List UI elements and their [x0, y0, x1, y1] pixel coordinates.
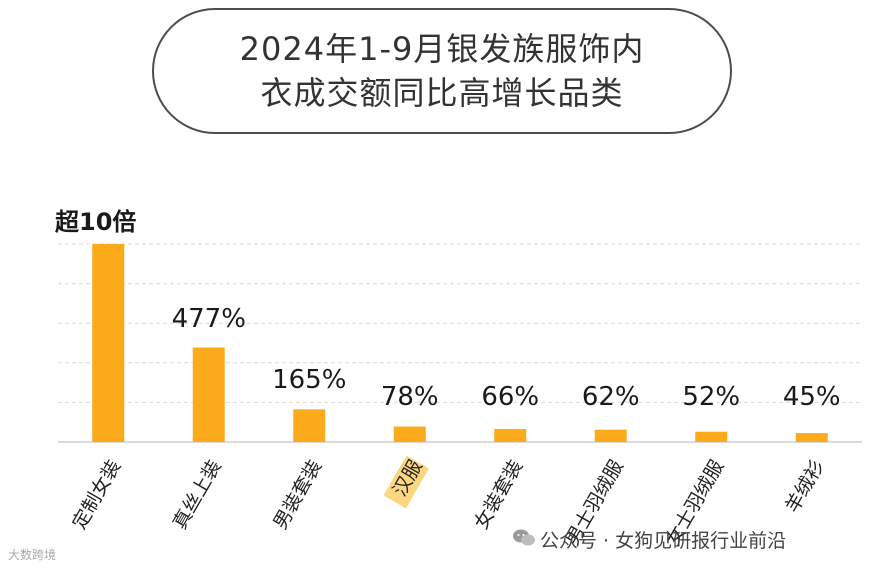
- chart-title-line2: 衣成交额同比高增长品类: [260, 74, 624, 112]
- data-label: 165%: [272, 365, 346, 395]
- chart-title-box: 2024年1-9月银发族服饰内 衣成交额同比高增长品类: [152, 8, 732, 134]
- watermark-left: 大数跨境: [8, 548, 57, 562]
- bar: [192, 347, 225, 442]
- grid-layer: [58, 243, 862, 443]
- data-label: 477%: [172, 304, 246, 334]
- category-label: 女装套装: [470, 456, 527, 533]
- data-label: 66%: [481, 382, 539, 412]
- bar: [594, 429, 627, 442]
- data-label: 62%: [582, 382, 640, 412]
- bars-layer: [92, 244, 828, 442]
- bar: [795, 433, 828, 442]
- chart-title-line1: 2024年1-9月银发族服饰内: [239, 30, 645, 68]
- data-label: 52%: [682, 382, 740, 412]
- category-label: 真丝上装: [169, 456, 226, 533]
- data-label: 78%: [381, 382, 439, 412]
- highlight-box: [383, 455, 430, 509]
- bar: [393, 426, 426, 442]
- wechat-icon: [513, 529, 535, 546]
- watermark-right: 公众号 · 女狗见研报行业前沿: [540, 530, 787, 552]
- bar: [293, 409, 326, 442]
- bar: [494, 428, 527, 442]
- category-label: 男装套装: [269, 456, 326, 533]
- data-label: 超10倍: [55, 208, 136, 236]
- bar: [695, 431, 728, 442]
- category-label: 定制女装: [68, 456, 125, 533]
- category-label: 羊绒衫: [781, 456, 829, 516]
- bar: [92, 244, 125, 442]
- data-label: 45%: [783, 382, 841, 412]
- labels-layer: 超10倍 477% 165% 78% 66% 62% 52% 45%: [55, 208, 841, 412]
